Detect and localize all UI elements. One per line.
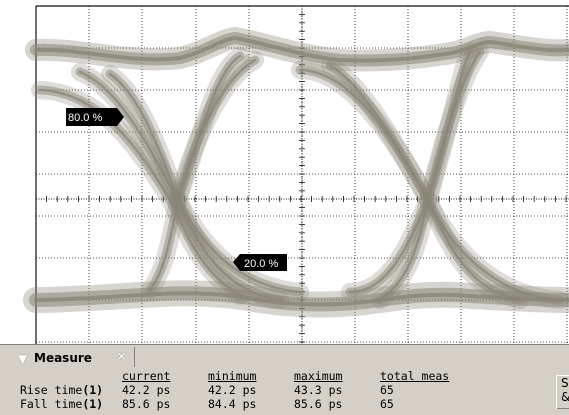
eye-diagram-traces <box>23 26 569 318</box>
marker-80-percent[interactable]: 80.0 % <box>66 108 124 126</box>
column-minimum: minimum <box>208 369 257 383</box>
column-current: current <box>122 369 171 383</box>
chevron-down-icon[interactable]: ▼ <box>18 352 28 366</box>
rise-time-maximum: 43.3 ps <box>294 383 343 397</box>
close-icon[interactable]: ✕ <box>116 350 127 365</box>
column-total-meas: total meas <box>380 369 450 383</box>
measure-panel: ▼ Measure ✕ current minimum maximum tota… <box>0 344 569 415</box>
row-fall-time-label[interactable]: Fall time(1) <box>20 397 104 411</box>
rise-time-current: 42.2 ps <box>122 383 171 397</box>
measure-tab[interactable]: ▼ Measure ✕ <box>4 347 135 367</box>
rise-time-minimum: 42.2 ps <box>208 383 257 397</box>
measure-title: Measure <box>34 351 92 365</box>
marker-20-percent[interactable]: 20.0 % <box>233 254 287 271</box>
fall-time-current: 85.6 ps <box>122 397 171 411</box>
fall-time-minimum: 84.4 ps <box>208 397 257 411</box>
threshold-markers: 80.0 % 20.0 % <box>66 108 287 271</box>
side-button[interactable]: S & <box>556 375 569 409</box>
column-maximum: maximum <box>294 369 343 383</box>
row-rise-time-label[interactable]: Rise time(1) <box>20 383 104 397</box>
rise-time-total: 65 <box>380 383 394 397</box>
marker-20-label: 20.0 % <box>244 258 278 270</box>
fall-time-total: 65 <box>380 397 394 411</box>
fall-time-maximum: 85.6 ps <box>294 397 343 411</box>
marker-80-label: 80.0 % <box>68 112 102 124</box>
